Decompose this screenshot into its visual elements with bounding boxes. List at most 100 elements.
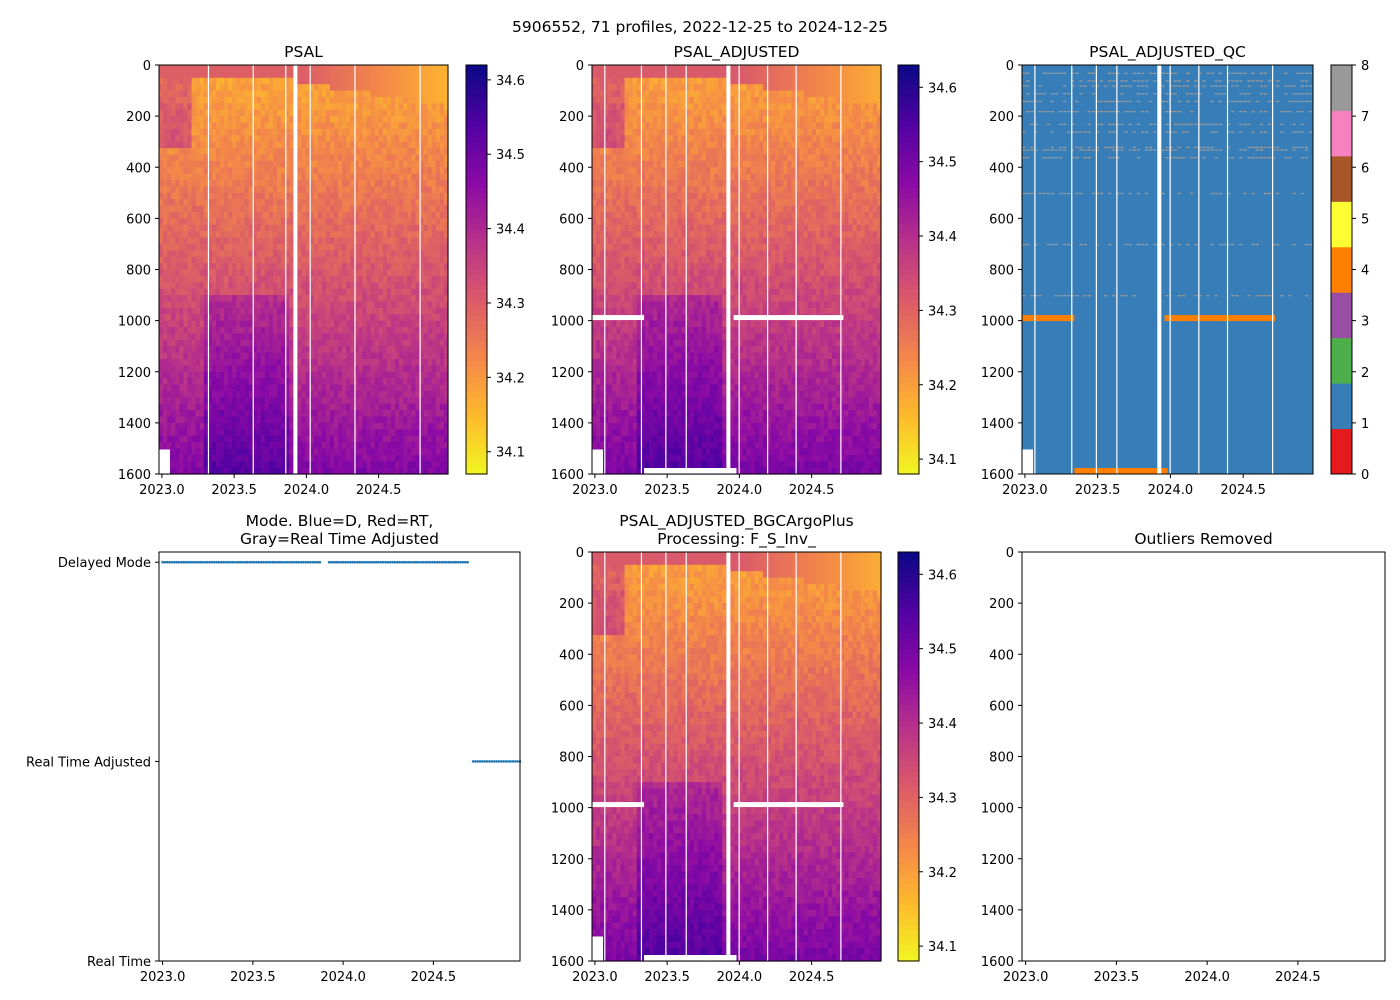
heatmap-cell (167, 173, 172, 181)
heatmap-cell (309, 116, 315, 124)
heatmap-cell (391, 109, 396, 117)
heatmap-cell (236, 84, 242, 92)
heatmap-cell (317, 180, 323, 188)
heatmap-cell (407, 103, 412, 111)
heatmap-cell (199, 352, 205, 360)
heatmap-cell (236, 243, 242, 251)
heatmap-cell (378, 333, 384, 341)
heatmap-cell (382, 116, 388, 124)
heatmap-cell (272, 109, 278, 117)
heatmap-cell (256, 269, 262, 277)
heatmap-cell (342, 135, 347, 143)
heatmap-cell (183, 454, 189, 462)
heatmap-cell (252, 288, 258, 296)
heatmap-cell (350, 352, 355, 360)
heatmap-cell (358, 186, 364, 194)
heatmap-cell (427, 96, 433, 104)
heatmap-cell (419, 397, 425, 405)
heatmap-cell (334, 378, 339, 386)
heatmap-cell (175, 103, 180, 111)
heatmap-cell (211, 358, 217, 366)
heatmap-cell (203, 307, 209, 315)
heatmap-cell (338, 199, 343, 207)
heatmap-cell (395, 186, 400, 194)
heatmap-cell (391, 199, 396, 207)
heatmap-cell (329, 77, 335, 85)
heatmap-cell (183, 90, 189, 98)
heatmap-cell (386, 256, 392, 264)
heatmap-cell (175, 416, 180, 424)
heatmap-cell (171, 461, 176, 469)
heatmap-cell (195, 192, 201, 200)
heatmap-cell (443, 442, 449, 450)
heatmap-cell (407, 422, 412, 430)
heatmap-cell (596, 384, 601, 392)
heatmap-cell (220, 346, 225, 354)
heatmap-cell (252, 103, 258, 111)
heatmap-cell (596, 167, 601, 175)
heatmap-cell (211, 269, 217, 277)
heatmap-cell (395, 135, 400, 143)
heatmap-cell (374, 116, 380, 124)
heatmap-cell (395, 371, 400, 379)
heatmap-cell (244, 180, 250, 188)
heatmap-cell (309, 141, 315, 149)
heatmap-cell (191, 103, 197, 111)
heatmap-cell (232, 390, 237, 398)
heatmap-cell (309, 65, 315, 72)
heatmap-cell (272, 422, 278, 430)
heatmap-cell (604, 148, 609, 156)
heatmap-cell (187, 327, 193, 335)
heatmap-cell (411, 160, 417, 168)
heatmap-cell (342, 282, 347, 290)
heatmap-cell (399, 358, 404, 366)
heatmap-cell (163, 205, 168, 213)
heatmap-cell (195, 352, 201, 360)
heatmap-cell (374, 352, 380, 360)
heatmap-cell (317, 167, 323, 175)
heatmap-cell (415, 320, 421, 328)
heatmap-cell (358, 390, 364, 398)
heatmap-cell (232, 416, 237, 424)
heatmap-cell (268, 467, 274, 475)
heatmap-cell (334, 448, 339, 456)
heatmap-cell (297, 237, 303, 245)
heatmap-cell (289, 295, 294, 303)
heatmap-cell (325, 122, 331, 130)
heatmap-cell (600, 218, 605, 226)
heatmap-cell (608, 275, 613, 283)
heatmap-cell (277, 327, 282, 335)
heatmap-cell (407, 403, 412, 411)
heatmap-cell (285, 128, 290, 136)
heatmap-cell (419, 90, 425, 98)
heatmap-cell (220, 192, 225, 200)
heatmap-cell (321, 339, 327, 347)
heatmap-cell (268, 141, 274, 149)
heatmap-cell (281, 295, 286, 303)
heatmap-cell (244, 378, 250, 386)
heatmap-cell (313, 352, 319, 360)
heatmap-cell (260, 269, 266, 277)
heatmap-cell (403, 371, 408, 379)
heatmap-cell (350, 205, 355, 213)
heatmap-cell (342, 448, 347, 456)
heatmap-cell (338, 231, 343, 239)
heatmap-cell (220, 218, 225, 226)
heatmap-cell (240, 378, 246, 386)
heatmap-cell (236, 275, 242, 283)
heatmap-cell (297, 454, 303, 462)
heatmap-cell (391, 135, 396, 143)
heatmap-cell (207, 339, 213, 347)
heatmap-cell (592, 199, 597, 207)
heatmap-cell (171, 333, 176, 341)
heatmap-cell (395, 116, 400, 124)
heatmap-cell (264, 116, 270, 124)
heatmap-cell (171, 173, 176, 181)
heatmap-cell (285, 173, 290, 181)
heatmap-cell (370, 307, 376, 315)
heatmap-cell (317, 263, 323, 271)
heatmap-cell (321, 333, 327, 341)
heatmap-cell (260, 397, 266, 405)
heatmap-cell (395, 301, 400, 309)
heatmap-cell (338, 116, 343, 124)
